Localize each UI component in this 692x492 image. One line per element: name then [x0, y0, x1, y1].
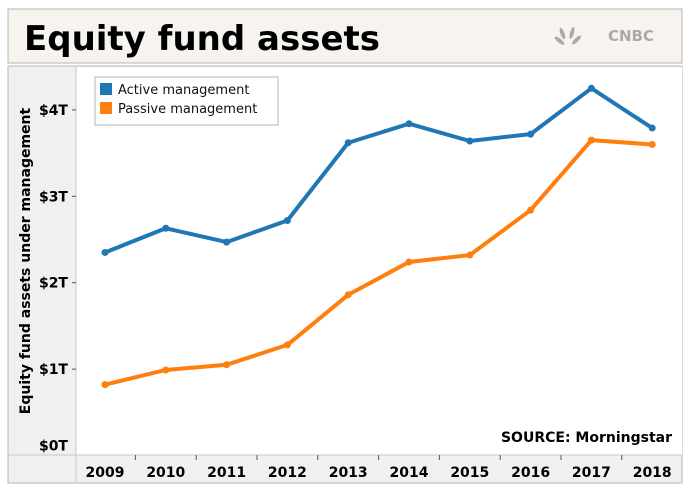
x-tick-label: 2018: [633, 465, 672, 481]
cnbc-logo-text: CNBC: [608, 27, 654, 45]
data-point: [162, 224, 170, 232]
data-point: [223, 238, 231, 246]
legend: Active management Passive management: [94, 76, 279, 126]
legend-label-passive: Passive management: [118, 102, 257, 117]
data-point: [648, 140, 656, 148]
chart-title: Equity fund assets: [24, 19, 380, 59]
data-point: [101, 381, 109, 389]
y-tick-label: $1T: [39, 362, 68, 378]
x-tick-label: 2009: [86, 465, 125, 481]
data-point: [344, 291, 352, 299]
x-tick-label: 2011: [207, 465, 246, 481]
data-point: [344, 139, 352, 147]
y-tick-label: $0T: [39, 439, 68, 455]
data-point: [527, 130, 535, 138]
data-point: [405, 120, 413, 128]
x-tick-label: 2010: [146, 465, 185, 481]
legend-swatch-passive: [100, 102, 112, 114]
data-point: [587, 84, 595, 92]
data-point: [283, 216, 291, 224]
x-tick-label: 2016: [511, 465, 550, 481]
data-point: [527, 206, 535, 214]
x-tick-label: 2014: [390, 465, 429, 481]
data-point: [466, 137, 474, 145]
source-annotation: SOURCE: Morningstar: [501, 430, 672, 446]
legend-swatch-active: [100, 83, 112, 95]
x-tick-label: 2013: [329, 465, 368, 481]
data-point: [587, 136, 595, 144]
data-point: [405, 258, 413, 266]
x-tick-label: 2015: [450, 465, 489, 481]
y-tick-label: $3T: [39, 189, 68, 205]
cnbc-logo: CNBC: [554, 26, 654, 45]
series-line-active: [104, 86, 654, 255]
x-tick-label: 2017: [572, 465, 611, 481]
y-tick-label: $2T: [39, 276, 68, 292]
data-point: [101, 248, 109, 256]
y-tick-label: $4T: [39, 103, 68, 119]
y-axis-label: Equity fund assets under management: [18, 107, 34, 414]
data-point: [223, 361, 231, 369]
series-line-passive: [104, 138, 653, 387]
x-tick-label: 2012: [268, 465, 307, 481]
data-point: [648, 124, 656, 132]
data-point: [162, 366, 170, 374]
data-point: [283, 341, 291, 349]
peacock-icon: [554, 26, 581, 45]
legend-label-active: Active management: [118, 83, 249, 98]
data-point: [466, 251, 474, 259]
